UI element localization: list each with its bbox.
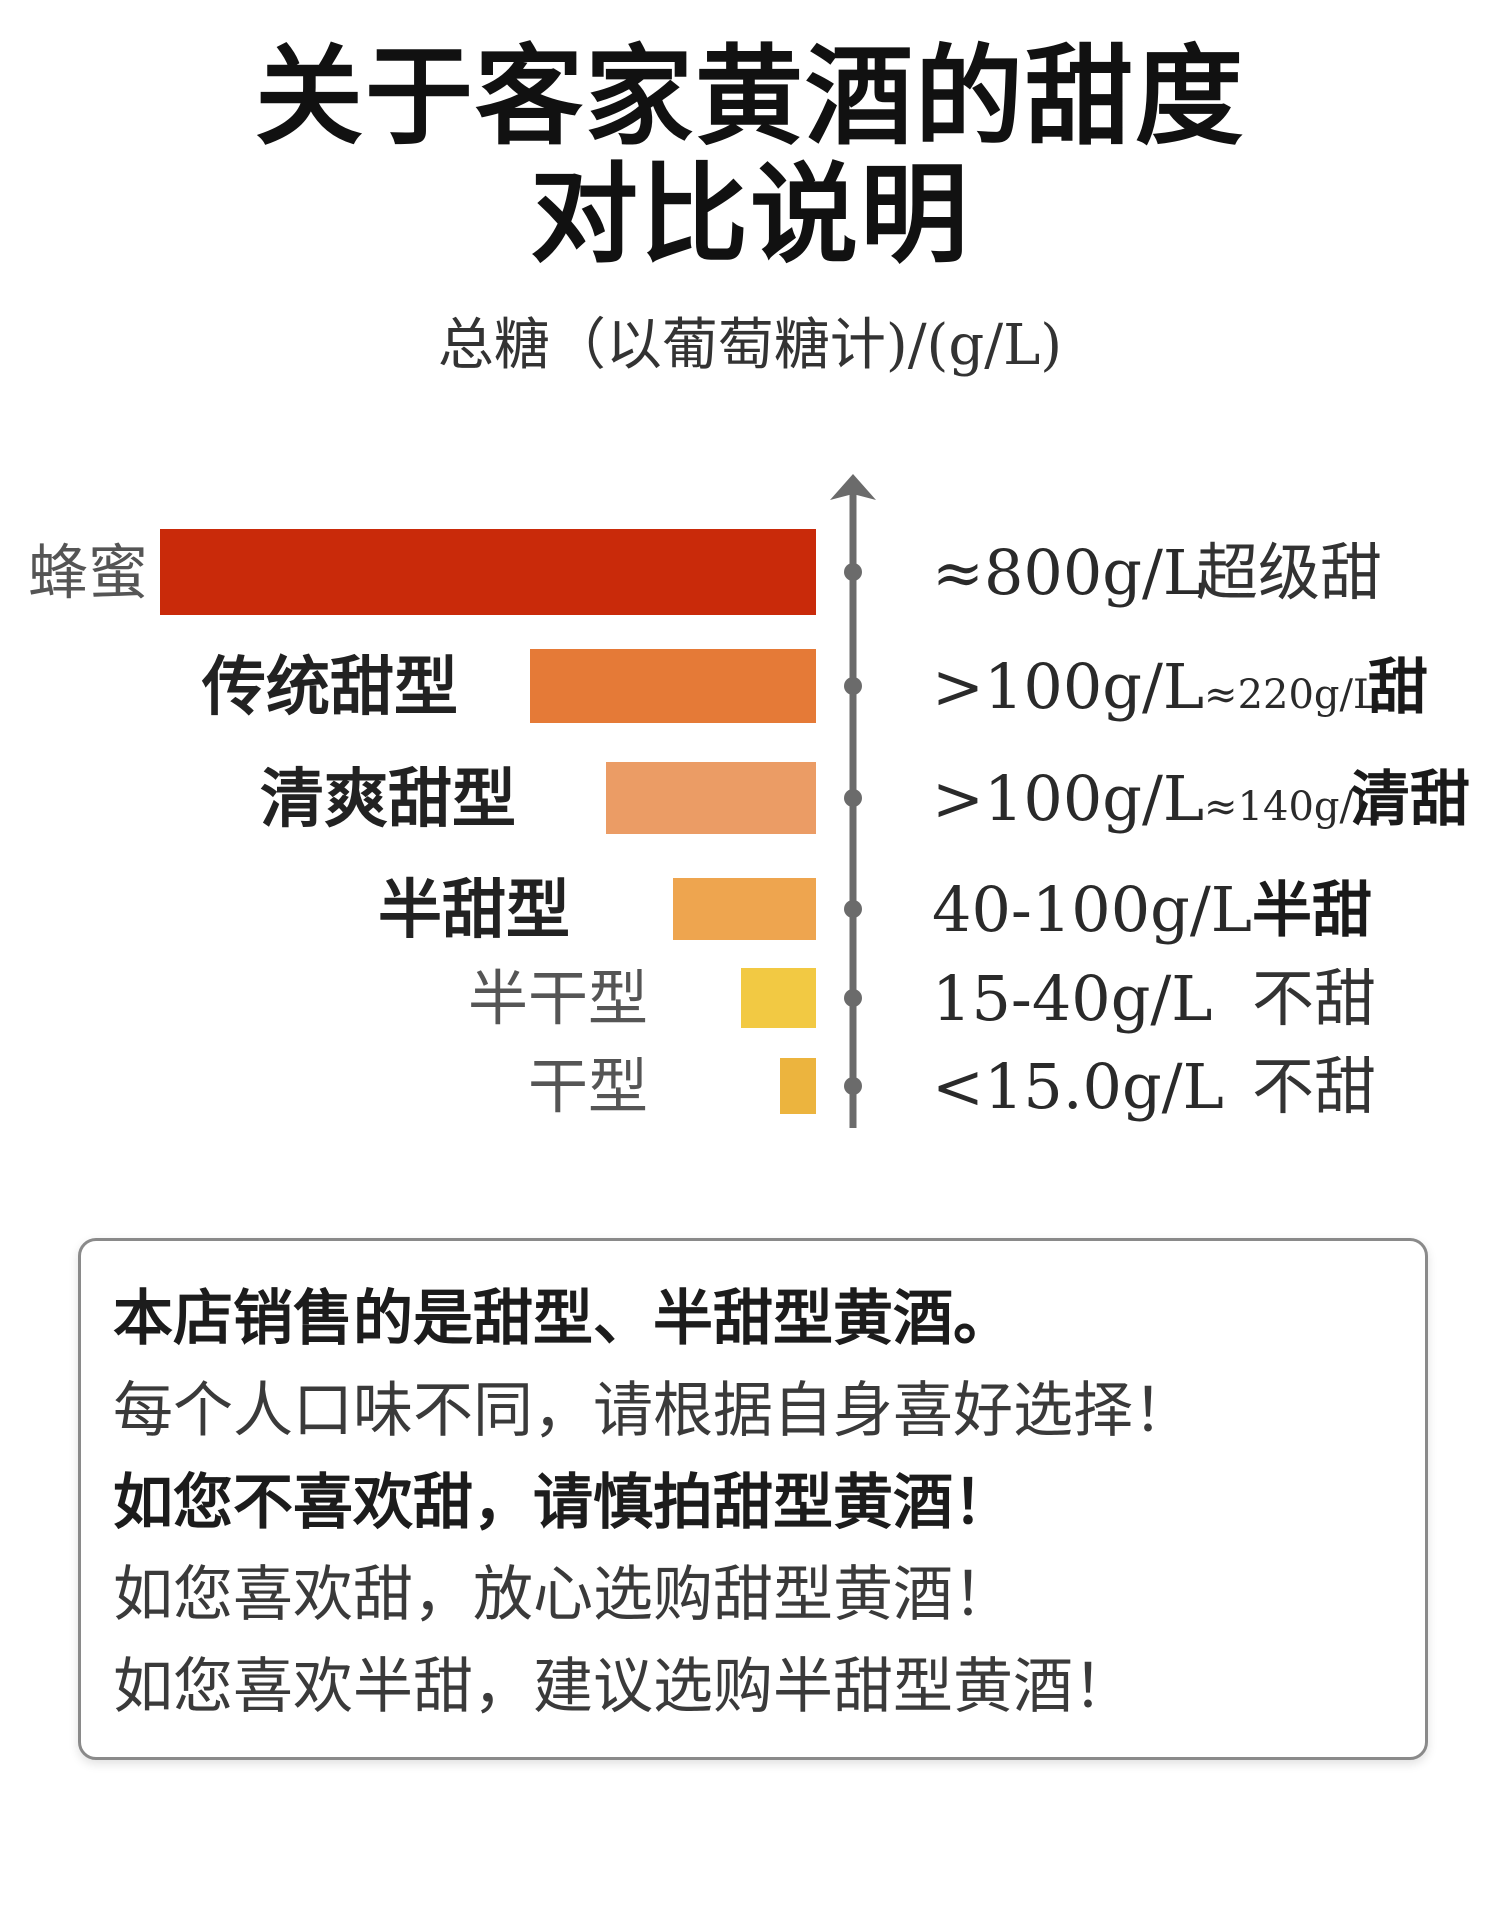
axis-marker-6 xyxy=(844,1077,862,1095)
bars-layer xyxy=(160,529,816,1114)
chart-subtitle: 总糖（以葡萄糖计)/(g/L) xyxy=(437,313,1063,378)
notice-line-4: 如您喜欢甜，放心选购甜型黄酒！ xyxy=(113,1560,1013,1630)
notice-line-5: 如您喜欢半甜，建议选购半甜型黄酒！ xyxy=(113,1652,1133,1722)
category-label-3: 清爽甜型 xyxy=(260,763,516,837)
sweetness-label-3: 清甜 xyxy=(1350,765,1470,835)
bar-1 xyxy=(160,529,816,615)
notice-box: 本店销售的是甜型、半甜型黄酒。 每个人口味不同，请根据自身喜好选择！ 如您不喜欢… xyxy=(78,1238,1428,1760)
range-label-5: 15-40g/L xyxy=(932,962,1212,1035)
range-label-4: 40-100g/L xyxy=(932,873,1252,946)
page-title-line1: 关于客家黄酒的甜度 xyxy=(254,35,1245,160)
sweetness-label-4: 半甜 xyxy=(1252,876,1372,946)
axis-arrowhead-icon xyxy=(830,474,876,500)
axis-markers xyxy=(844,563,862,1095)
axis-marker-5 xyxy=(844,989,862,1007)
axis-marker-3 xyxy=(844,789,862,807)
page-title-line2: 对比说明 xyxy=(529,153,970,278)
bar-6 xyxy=(780,1058,816,1114)
bar-2 xyxy=(530,649,816,723)
sweetness-label-2: 甜 xyxy=(1368,653,1428,723)
range-label-3: >100g/L≈140g/L xyxy=(932,762,1380,835)
axis-marker-4 xyxy=(844,900,862,918)
sweetness-label-6: 不甜 xyxy=(1252,1050,1376,1123)
bar-4 xyxy=(673,878,816,940)
sweetness-label-5: 不甜 xyxy=(1252,962,1376,1035)
sweetness-label-1: 超级甜 xyxy=(1196,536,1382,609)
range-label-2: >100g/L≈220g/L xyxy=(932,650,1380,723)
notice-line-3: 如您不喜欢甜，请慎拍甜型黄酒！ xyxy=(113,1468,1013,1538)
category-label-5: 半干型 xyxy=(468,965,648,1035)
vertical-axis xyxy=(830,474,876,1128)
category-label-1: 蜂蜜 xyxy=(28,539,148,609)
notice-line-1: 本店销售的是甜型、半甜型黄酒。 xyxy=(113,1284,1013,1354)
notice-line-2: 每个人口味不同，请根据自身喜好选择！ xyxy=(113,1376,1193,1446)
category-label-2: 传统甜型 xyxy=(201,651,458,725)
category-label-4: 半甜型 xyxy=(378,874,570,948)
axis-marker-1 xyxy=(844,563,862,581)
category-label-6: 干型 xyxy=(528,1053,648,1123)
bar-3 xyxy=(606,762,816,834)
range-label-1: ≈800g/L xyxy=(932,536,1204,609)
bar-5 xyxy=(741,968,816,1028)
axis-marker-2 xyxy=(844,677,862,695)
range-label-6: <15.0g/L xyxy=(932,1050,1224,1123)
